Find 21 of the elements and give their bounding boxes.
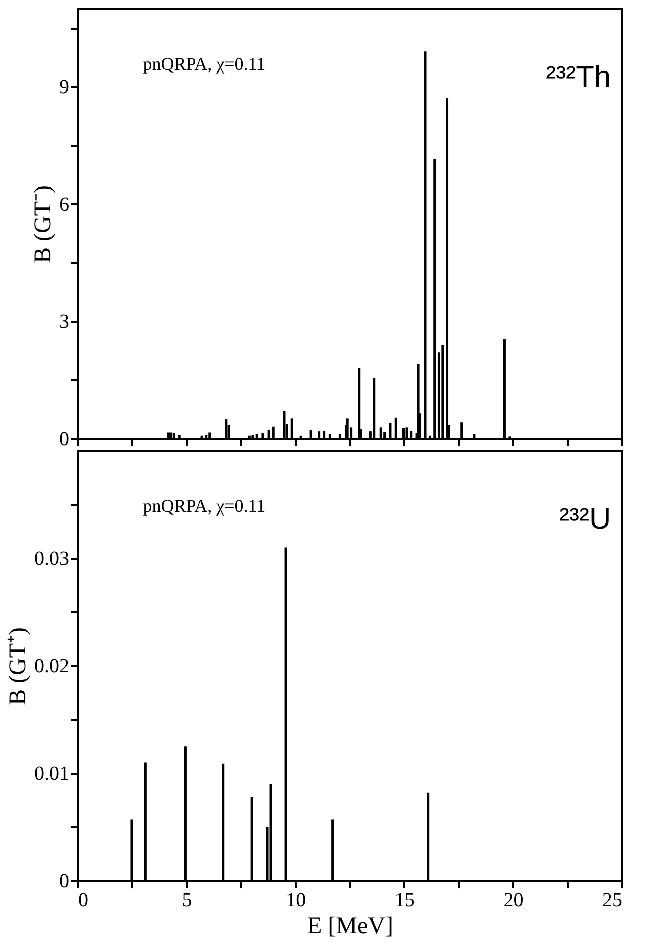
y-tick-label: 0 (60, 870, 70, 892)
annotation: pnQRPA, χ=0.11 (143, 496, 266, 516)
y-tick-label: 0.03 (34, 548, 70, 570)
x-tick-label: 15 (394, 890, 415, 912)
annotation: ²³²Th (546, 60, 612, 94)
y-tick-label: 9 (60, 76, 70, 99)
y-axis-title: B (GT⁻) (30, 186, 56, 264)
y-tick-label: 0 (60, 428, 70, 450)
annotation: ²³²U (559, 502, 612, 536)
y-tick-label: 0.02 (34, 656, 70, 678)
x-tick-label: 5 (182, 890, 192, 912)
x-tick-label: 0 (78, 890, 88, 912)
y-tick-label: 0.01 (34, 763, 70, 785)
x-axis-title: E [MeV] (308, 914, 394, 940)
y-tick-label: 3 (60, 311, 70, 334)
x-tick-label: 10 (286, 890, 306, 912)
x-tick-label: 20 (504, 890, 524, 912)
y-tick-label: 6 (60, 194, 70, 216)
x-tick-label: 25 (602, 890, 622, 912)
y-axis-title: B (GT⁺) (6, 628, 32, 706)
annotation: pnQRPA, χ=0.11 (143, 54, 266, 74)
